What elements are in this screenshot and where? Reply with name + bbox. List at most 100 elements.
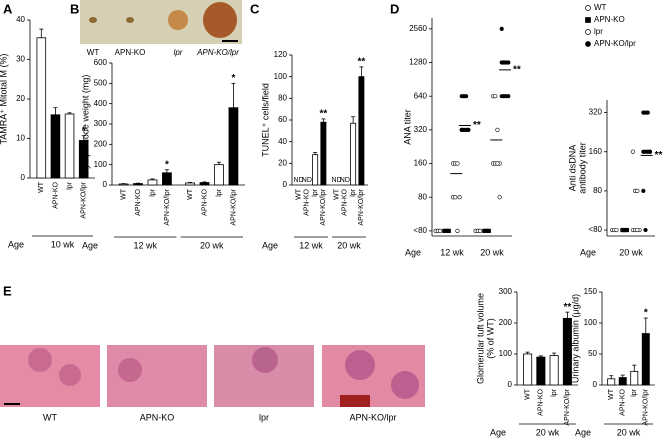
- legend-label: lpr: [594, 27, 603, 36]
- y-axis-label: TAMRA⁺ Mitotal M (%): [0, 53, 8, 144]
- value-label: ND: [294, 177, 304, 184]
- x-tick-label: WT: [295, 188, 302, 200]
- point: [455, 228, 460, 233]
- x-tick-label: lpr: [149, 188, 156, 196]
- x-tick-label: lpr: [216, 188, 223, 196]
- group-label: 12 wk: [299, 240, 323, 250]
- x-axis-label: Age: [580, 247, 596, 257]
- panel-letter: A: [3, 1, 13, 16]
- photo-label: WT: [87, 48, 100, 57]
- group-label: 20 wk: [480, 247, 504, 257]
- group-label: 20 wk: [200, 240, 224, 250]
- node: [126, 17, 134, 23]
- x-tick-label: APN-KO/lpr: [564, 388, 571, 425]
- y-tick-label: 30: [16, 55, 25, 64]
- y-tick-label: 0: [508, 380, 513, 389]
- x-tick-label: APN-KO/lpr: [164, 188, 171, 225]
- panel-letter: E: [3, 283, 12, 298]
- x-tick-label: APN-KO/lpr: [81, 181, 88, 218]
- y-axis-label: ANA titer: [402, 109, 412, 145]
- y-tick-label: 0: [21, 173, 26, 182]
- x-tick-label: WT: [38, 181, 45, 193]
- significance: *: [165, 159, 169, 170]
- legend-label: APN-KO: [594, 15, 625, 24]
- bar: [523, 353, 533, 386]
- y-tick-label: 300: [499, 287, 513, 296]
- bar: [607, 378, 616, 386]
- y-tick-label: 160: [589, 147, 603, 156]
- y-axis-label: Anti dsDNA: [567, 145, 577, 192]
- lymph-node-photo: [80, 0, 242, 44]
- y-tick-label: 0: [103, 180, 108, 189]
- y-tick-label: 60: [278, 115, 287, 124]
- y-tick-label: 0: [283, 180, 288, 189]
- group-label: 20 wk: [619, 247, 643, 257]
- group-label: 20 wk: [617, 427, 641, 437]
- histology-label: APN-KO: [140, 412, 175, 422]
- legend-label: APN-KO/lpr: [594, 39, 636, 48]
- point: [506, 60, 511, 65]
- point: [506, 94, 511, 99]
- point: [643, 227, 648, 233]
- significance: **: [473, 120, 481, 131]
- x-tick-label: lpr: [631, 388, 638, 396]
- point: [497, 195, 502, 200]
- y-tick-label: 600: [94, 58, 108, 67]
- significance: **: [563, 302, 571, 313]
- point: [645, 110, 650, 115]
- bar: [228, 107, 239, 186]
- point: [459, 127, 464, 132]
- y-tick-label: 150: [584, 287, 598, 296]
- point: [501, 94, 507, 99]
- point: [641, 188, 646, 194]
- bar: [199, 182, 210, 186]
- y-tick-label: 500: [94, 78, 108, 87]
- x-axis-label: Age: [405, 247, 421, 257]
- point: [495, 161, 500, 166]
- point: [477, 228, 483, 233]
- y-tick-label: 20: [278, 158, 287, 167]
- bar: [50, 114, 61, 179]
- y-tick-label: 40: [16, 15, 25, 24]
- point: [446, 228, 451, 233]
- point: [499, 26, 504, 31]
- point: [493, 94, 498, 99]
- histology-label: WT: [43, 412, 57, 422]
- y-tick-label: 80: [418, 192, 427, 201]
- point: [635, 188, 640, 194]
- x-tick-label: lpr: [66, 181, 73, 189]
- point: [630, 149, 636, 154]
- bar: [185, 182, 195, 186]
- bar: [618, 377, 627, 386]
- y-tick-label: 200: [499, 318, 513, 327]
- x-axis-label: Age: [575, 427, 591, 437]
- panel-letter: C: [250, 1, 260, 16]
- legend-marker: [585, 41, 591, 47]
- point: [437, 228, 443, 233]
- point: [455, 161, 460, 166]
- group-label: 12 wk: [133, 240, 157, 250]
- y-tick-label: 100: [94, 160, 108, 169]
- glomerulus: [59, 364, 81, 386]
- x-tick-label: WT: [333, 188, 340, 200]
- x-tick-label: WT: [524, 388, 531, 400]
- significance: *: [644, 308, 648, 319]
- value-label: ND: [332, 177, 342, 184]
- glomerulus: [252, 347, 278, 373]
- x-tick-label: lpr: [312, 188, 319, 196]
- point: [647, 149, 653, 154]
- legend-label: WT: [594, 3, 607, 12]
- significance: **: [357, 57, 365, 68]
- x-tick-label: lpr: [350, 188, 357, 196]
- glomerulus: [391, 371, 419, 399]
- x-tick-label: APN-KO/lpr: [643, 388, 650, 425]
- point: [614, 227, 619, 233]
- x-tick-label: APN-KO: [620, 388, 627, 415]
- y-tick-label: 640: [414, 91, 428, 100]
- y-tick-label: 100: [584, 318, 598, 327]
- group-label: 20 wk: [536, 427, 560, 437]
- y-tick-label: 320: [589, 108, 603, 117]
- legend-marker: [585, 5, 591, 11]
- value-label: ND: [302, 177, 312, 184]
- x-tick-label: APN-KO: [52, 181, 59, 208]
